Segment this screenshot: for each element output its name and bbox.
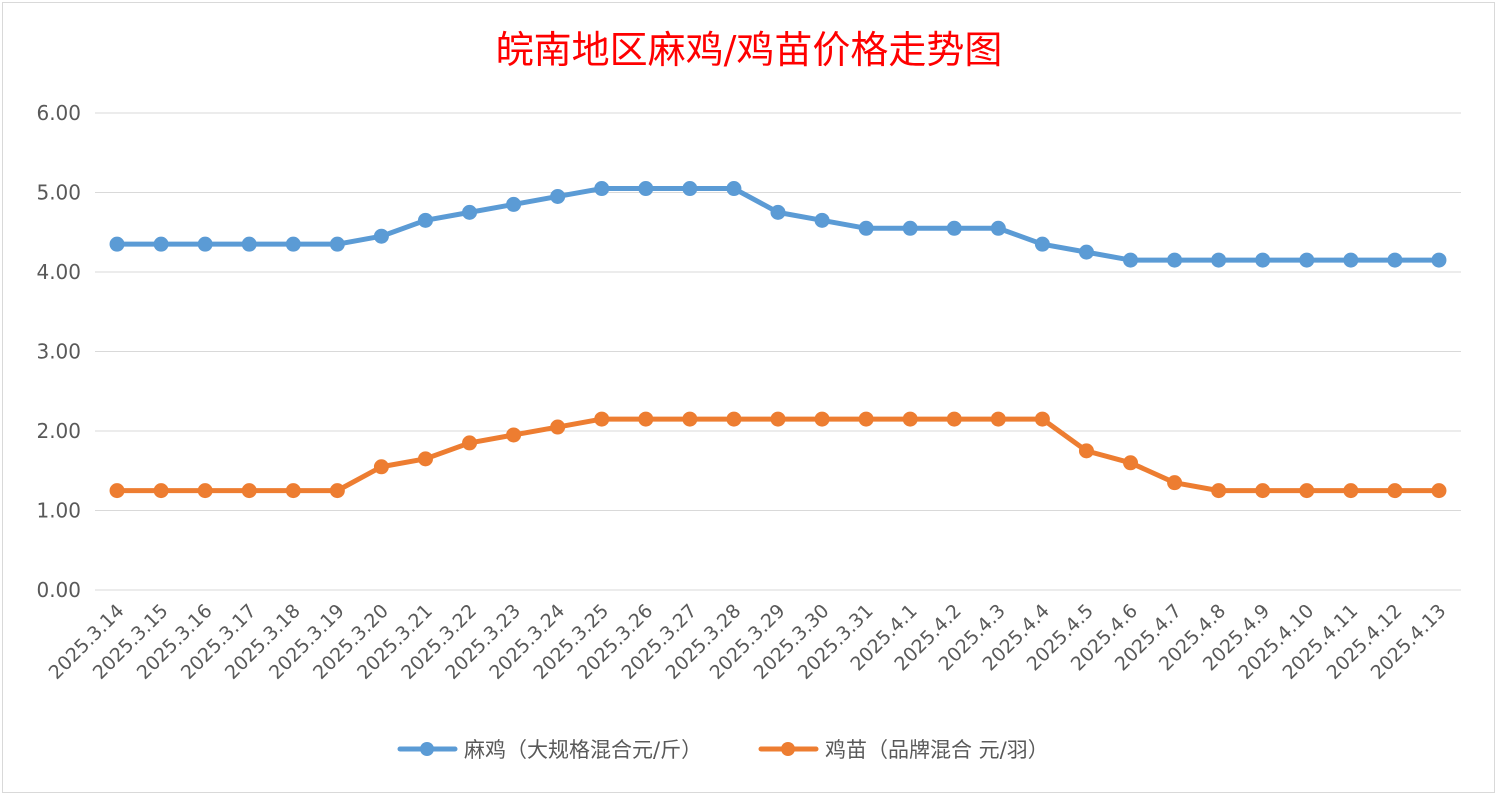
chart-title: 皖南地区麻鸡/鸡苗价格走势图 (496, 28, 1003, 72)
data-point[interactable] (1078, 244, 1094, 260)
series-lines (109, 181, 1447, 499)
data-point[interactable] (1034, 411, 1050, 427)
data-point[interactable] (550, 188, 566, 204)
data-point[interactable] (329, 236, 345, 252)
y-tick-label: 0.00 (36, 578, 81, 602)
y-tick-label: 3.00 (36, 340, 81, 364)
data-point[interactable] (462, 435, 478, 451)
data-point[interactable] (153, 236, 169, 252)
series-1 (109, 181, 1447, 268)
data-point[interactable] (770, 411, 786, 427)
data-point[interactable] (506, 427, 522, 443)
data-point[interactable] (1211, 252, 1227, 268)
data-point[interactable] (1387, 252, 1403, 268)
data-point[interactable] (1211, 483, 1227, 499)
legend-item-2[interactable]: 鸡苗（品牌混合 元/羽） (758, 738, 1049, 762)
data-point[interactable] (594, 411, 610, 427)
data-point[interactable] (990, 411, 1006, 427)
data-point[interactable] (770, 204, 786, 220)
data-point[interactable] (373, 228, 389, 244)
data-point[interactable] (153, 483, 169, 499)
series-line (114, 416, 1442, 494)
data-point[interactable] (682, 181, 698, 197)
x-axis-ticks: 2025.3.142025.3.152025.3.162025.3.172025… (45, 600, 1451, 684)
data-point[interactable] (682, 411, 698, 427)
data-point[interactable] (109, 236, 125, 252)
y-tick-label: 5.00 (36, 181, 81, 205)
data-point[interactable] (373, 459, 389, 475)
data-point[interactable] (241, 483, 257, 499)
data-point[interactable] (726, 411, 742, 427)
data-point[interactable] (1167, 475, 1183, 491)
legend-label: 麻鸡（大规格混合元/斤） (464, 738, 702, 762)
data-point[interactable] (1431, 483, 1447, 499)
data-point[interactable] (417, 451, 433, 467)
data-point[interactable] (1123, 455, 1139, 471)
data-point[interactable] (1078, 443, 1094, 459)
data-point[interactable] (1167, 252, 1183, 268)
data-point[interactable] (638, 181, 654, 197)
data-point[interactable] (197, 483, 213, 499)
data-point[interactable] (946, 220, 962, 236)
legend-label: 鸡苗（品牌混合 元/羽） (825, 738, 1049, 762)
data-point[interactable] (946, 411, 962, 427)
data-point[interactable] (858, 411, 874, 427)
data-point[interactable] (506, 196, 522, 212)
data-point[interactable] (550, 419, 566, 435)
data-point[interactable] (1255, 483, 1271, 499)
data-point[interactable] (858, 220, 874, 236)
data-point[interactable] (241, 236, 257, 252)
legend-marker (781, 742, 795, 756)
y-tick-label: 2.00 (36, 419, 81, 443)
data-point[interactable] (1034, 236, 1050, 252)
data-point[interactable] (285, 236, 301, 252)
data-point[interactable] (1299, 483, 1315, 499)
data-point[interactable] (814, 411, 830, 427)
data-point[interactable] (1387, 483, 1403, 499)
line-chart: 皖南地区麻鸡/鸡苗价格走势图 0.00 1.00 2.00 3.00 4.00 5.00 6… (36, 28, 1461, 762)
data-point[interactable] (329, 483, 345, 499)
data-point[interactable] (1123, 252, 1139, 268)
data-point[interactable] (1255, 252, 1271, 268)
data-point[interactable] (1343, 483, 1359, 499)
y-tick-label: 6.00 (36, 101, 81, 125)
data-point[interactable] (902, 411, 918, 427)
data-point[interactable] (726, 181, 742, 197)
legend-marker (420, 742, 434, 756)
data-point[interactable] (638, 411, 654, 427)
data-point[interactable] (1299, 252, 1315, 268)
data-point[interactable] (990, 220, 1006, 236)
data-point[interactable] (285, 483, 301, 499)
data-point[interactable] (1431, 252, 1447, 268)
series-line (114, 186, 1442, 263)
series-2 (109, 411, 1447, 499)
data-point[interactable] (1343, 252, 1359, 268)
data-point[interactable] (594, 181, 610, 197)
data-point[interactable] (902, 220, 918, 236)
legend-item-1[interactable]: 麻鸡（大规格混合元/斤） (397, 738, 702, 762)
data-point[interactable] (462, 204, 478, 220)
y-tick-label: 1.00 (36, 499, 81, 523)
gridlines (95, 112, 1461, 591)
data-point[interactable] (197, 236, 213, 252)
data-point[interactable] (814, 212, 830, 228)
legend: 麻鸡（大规格混合元/斤） 鸡苗（品牌混合 元/羽） (397, 738, 1049, 762)
y-tick-label: 4.00 (36, 260, 81, 284)
y-axis-ticks: 0.00 1.00 2.00 3.00 4.00 5.00 6.00 (36, 101, 81, 602)
data-point[interactable] (417, 212, 433, 228)
data-point[interactable] (109, 483, 125, 499)
